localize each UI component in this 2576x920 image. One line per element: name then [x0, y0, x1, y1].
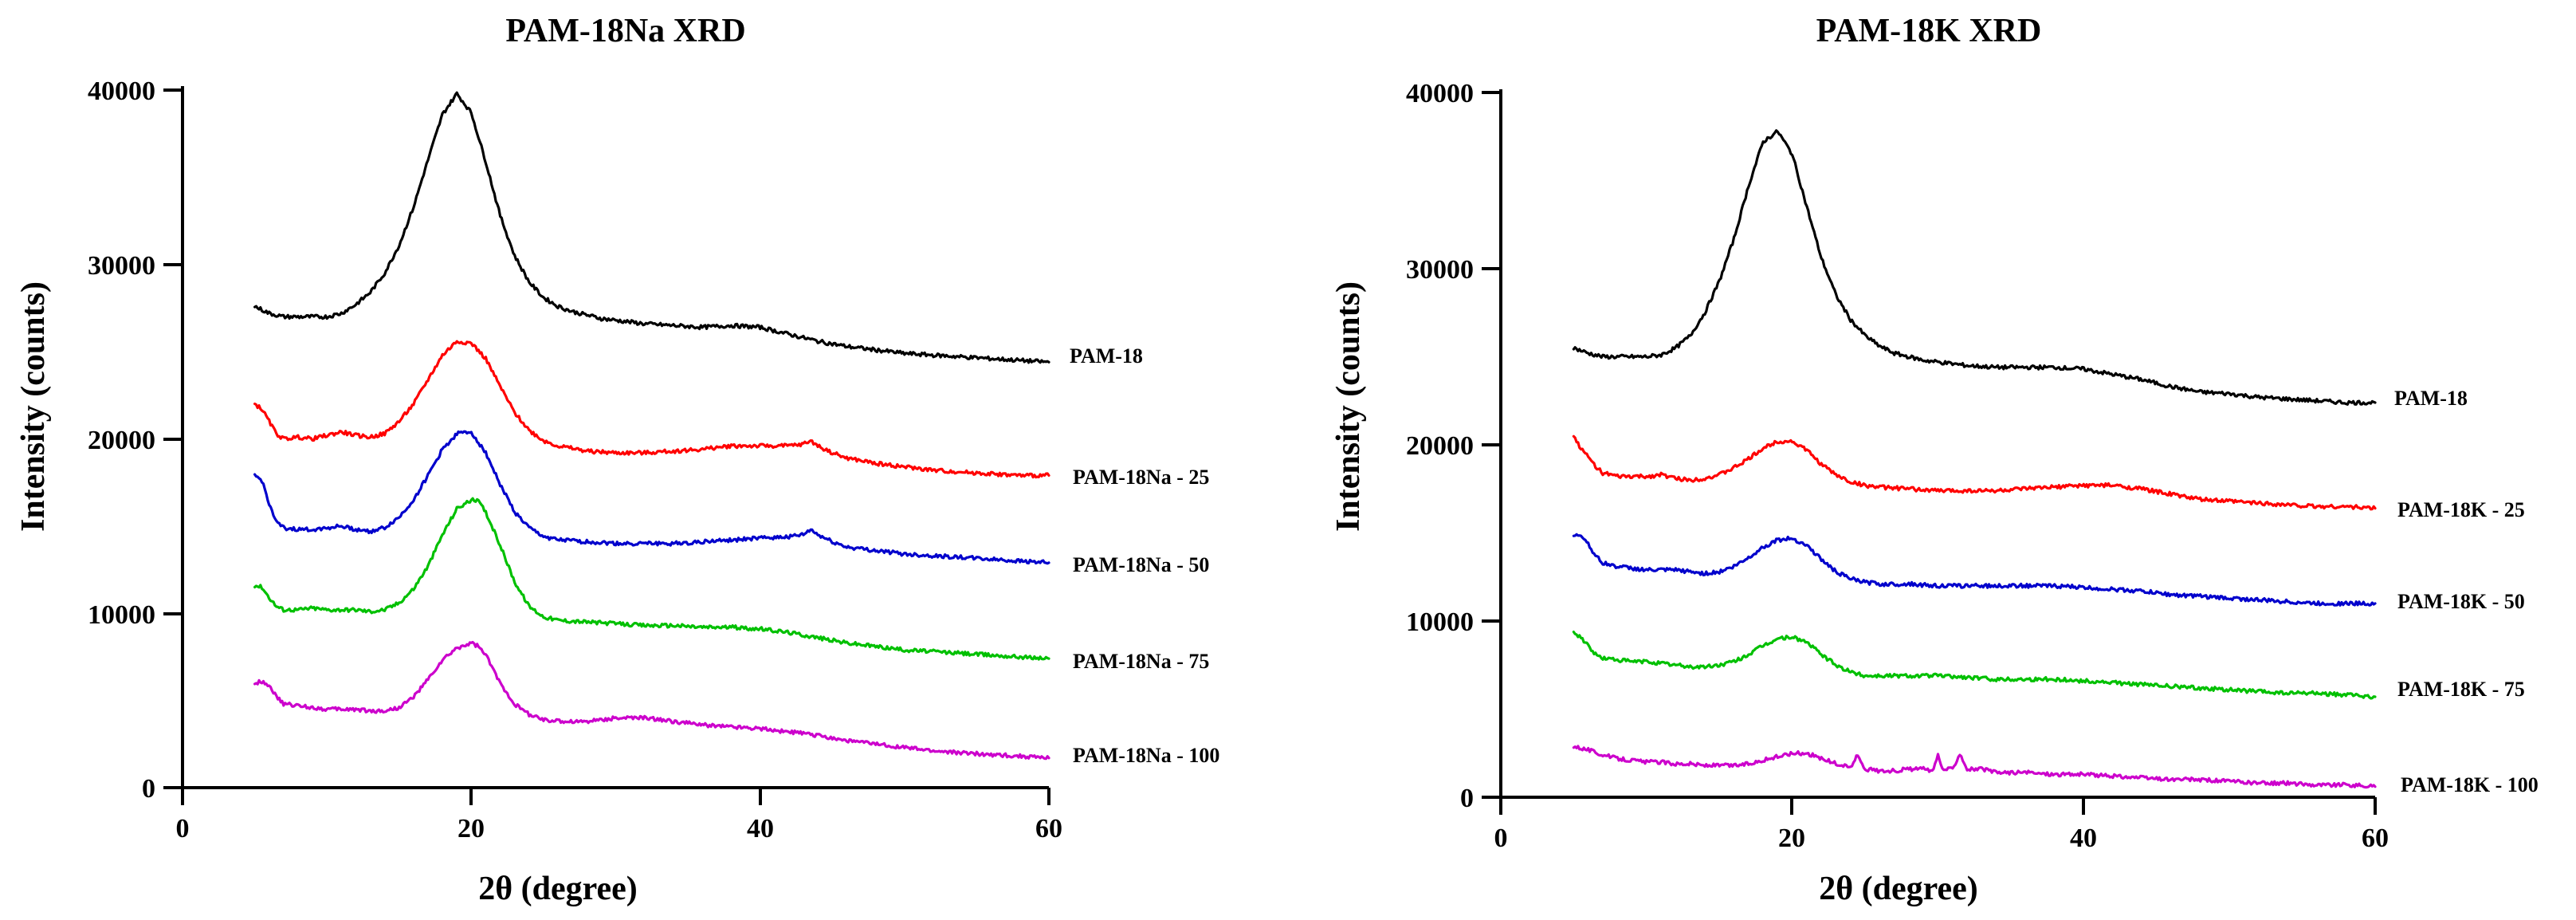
- y-tick-label: 40000: [1406, 79, 1474, 108]
- series-label: PAM-18K - 100: [2401, 773, 2539, 796]
- y-tick-label: 30000: [88, 251, 155, 281]
- series-line-pam-18na-100: [253, 640, 1050, 761]
- x-axis-label: 2θ (degree): [1819, 871, 1978, 907]
- y-tick-label: 20000: [1406, 431, 1474, 461]
- series-label: PAM-18Na - 25: [1073, 466, 1209, 489]
- chart-panel-na: PAM-18Na XRD 2θ (degree) Intensity (coun…: [15, 13, 1219, 907]
- y-tick-label: 40000: [88, 77, 155, 106]
- x-tick-label: 20: [1778, 824, 1805, 853]
- series-line-pam-18: [253, 91, 1050, 364]
- series-line-pam-18na-50: [253, 430, 1050, 565]
- series-label: PAM-18K - 75: [2397, 678, 2525, 701]
- series-line-pam-18na-75: [253, 497, 1050, 661]
- chart-title: PAM-18Na XRD: [505, 13, 745, 49]
- x-tick-label: 20: [457, 814, 485, 843]
- series-line-pam-18k-25: [1572, 434, 2377, 511]
- series-label: PAM-18K - 25: [2397, 498, 2525, 521]
- x-tick-label: 0: [176, 814, 190, 843]
- x-tick-label: 60: [1035, 814, 1062, 843]
- x-axis-label: 2θ (degree): [478, 871, 638, 907]
- y-tick-label: 20000: [88, 426, 155, 455]
- series-line-pam-18k-100: [1572, 745, 2377, 789]
- series-label: PAM-18Na - 100: [1073, 744, 1219, 767]
- series-line-pam-18k-75: [1572, 631, 2377, 700]
- y-tick-label: 10000: [1406, 607, 1474, 637]
- series-label: PAM-18: [2394, 387, 2468, 410]
- series-label: PAM-18: [1070, 344, 1143, 368]
- series-label: PAM-18Na - 50: [1073, 553, 1209, 576]
- y-tick-label: 30000: [1406, 255, 1474, 285]
- y-tick-label: 0: [142, 774, 155, 804]
- x-tick-label: 0: [1494, 824, 1508, 853]
- y-tick-label: 0: [1460, 784, 1474, 813]
- x-tick-label: 40: [747, 814, 774, 843]
- chart-title: PAM-18K XRD: [1816, 13, 2042, 49]
- x-tick-label: 60: [2362, 824, 2389, 853]
- y-tick-label: 10000: [88, 600, 155, 630]
- chart-panel-k: PAM-18K XRD 2θ (degree) Intensity (count…: [1330, 13, 2539, 907]
- y-axis-label: Intensity (counts): [1330, 281, 1367, 532]
- x-tick-label: 40: [2070, 824, 2097, 853]
- series-label: PAM-18K - 50: [2397, 590, 2525, 613]
- series-line-pam-18k-50: [1572, 533, 2377, 607]
- y-axis-label: Intensity (counts): [15, 281, 52, 532]
- series-label: PAM-18Na - 75: [1073, 650, 1209, 673]
- series-line-pam-18na-25: [253, 340, 1050, 479]
- series-line-pam-18: [1572, 129, 2377, 406]
